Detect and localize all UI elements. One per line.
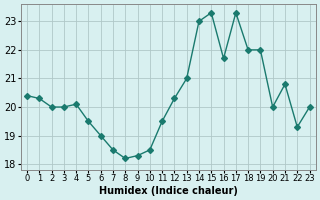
X-axis label: Humidex (Indice chaleur): Humidex (Indice chaleur) xyxy=(99,186,238,196)
